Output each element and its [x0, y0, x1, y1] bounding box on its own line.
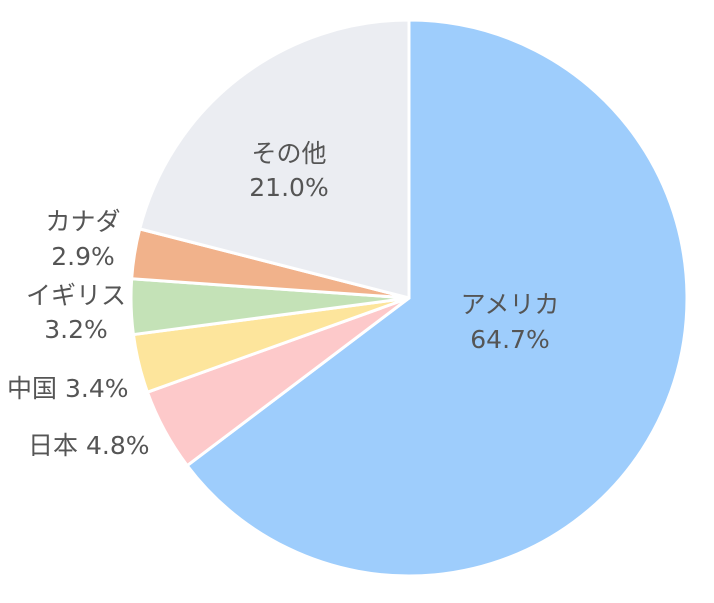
slice-label-china: 中国 3.4%: [7, 374, 128, 403]
slice-percent-america: 64.7%: [470, 325, 549, 354]
slices-layer: [129, 18, 689, 578]
slice-label-other: その他: [251, 139, 326, 168]
slice-percent-other: 21.0%: [249, 173, 328, 202]
slice-other: [138, 18, 411, 300]
slice-percent-canada: 2.9%: [51, 242, 115, 271]
slice-label-america: アメリカ: [461, 290, 560, 319]
slice-label-canada: カナダ: [45, 207, 120, 236]
slice-percent-uk: 3.2%: [44, 315, 108, 344]
slice-label-uk: イギリス: [26, 281, 126, 310]
slice-america: [185, 18, 689, 578]
slice-label-japan: 日本 4.8%: [28, 431, 149, 460]
labels-layer: アメリカ 64.7% その他 21.0% カナダ 2.9% イギリス: [7, 139, 559, 460]
